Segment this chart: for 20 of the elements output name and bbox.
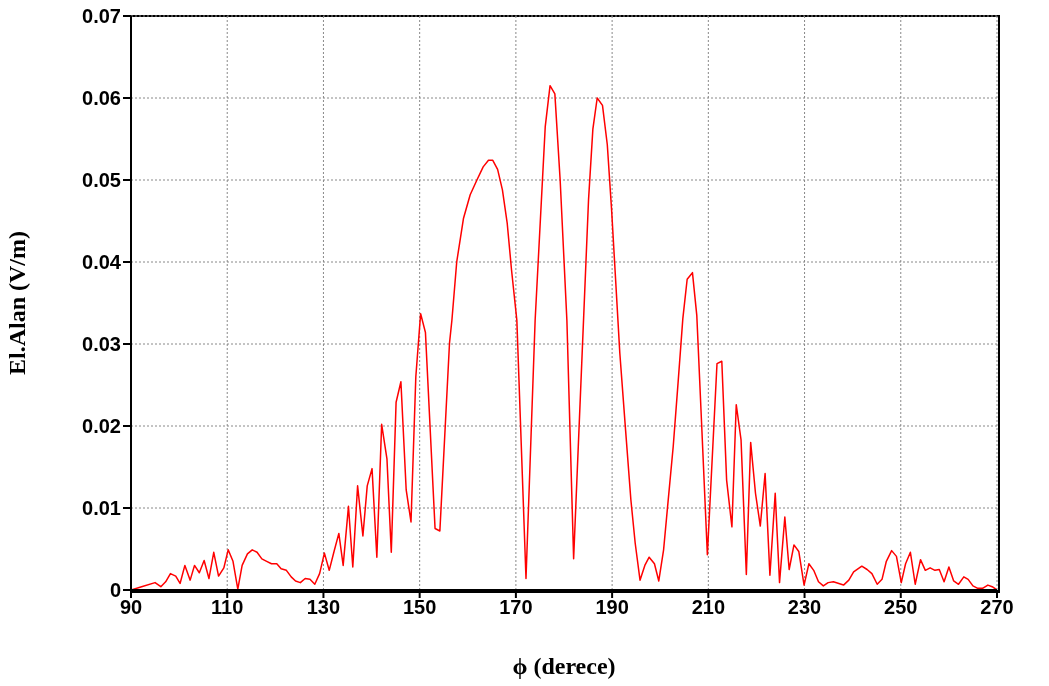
y-tick-label: 0.01 (82, 497, 121, 520)
x-tick-label: 110 (211, 596, 244, 619)
y-tick-label: 0.07 (82, 5, 121, 28)
x-axis-title: ϕ (derece) (512, 653, 616, 679)
x-tick-label: 190 (595, 596, 629, 619)
x-tick-label: 210 (691, 596, 726, 619)
x-tick-label: 270 (980, 596, 1014, 619)
y-axis-title: El.Alan (V/m) (3, 231, 30, 375)
y-tick-label: 0.02 (82, 415, 121, 438)
y-tick-label: 0.04 (82, 251, 122, 274)
y-tick-label: 0 (109, 579, 121, 602)
x-tick-label: 150 (402, 596, 437, 619)
y-tick-label: 0.05 (82, 169, 121, 192)
x-tick-label: 170 (499, 596, 533, 619)
y-tick-label: 0.06 (82, 87, 121, 110)
y-tick-label: 0.03 (82, 333, 121, 356)
x-tick-label: 130 (306, 596, 341, 619)
x-tick-label: 90 (119, 596, 143, 619)
x-tick-label: 230 (787, 596, 822, 619)
x-tick-label: 250 (884, 596, 918, 619)
